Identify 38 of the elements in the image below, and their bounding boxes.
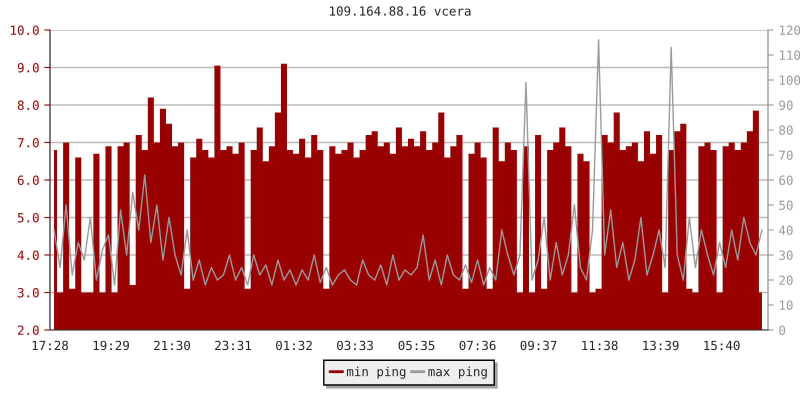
x-tick-label: 13:39 <box>643 340 679 350</box>
x-tick-label: 11:38 <box>582 340 618 350</box>
y-tick-label: 6.0 <box>18 176 39 185</box>
x-tick-label: 03:33 <box>337 340 373 350</box>
y-tick-label: 7.0 <box>18 138 39 148</box>
x-tick-label: 23:31 <box>215 340 251 350</box>
x-tick-label: 09:37 <box>520 340 556 350</box>
y2-tick-label: 80 <box>779 126 793 135</box>
y-tick-label: 10.0 <box>10 26 39 35</box>
y-tick-label: 2.0 <box>18 326 39 335</box>
y2-tick-label: 60 <box>779 176 793 185</box>
y2-tick-label: 100 <box>780 76 800 85</box>
y-tick-label: 4.0 <box>18 250 39 260</box>
y2-tick-label: 20 <box>779 276 793 285</box>
y2-tick-label: 70 <box>779 150 793 160</box>
y2-tick-label: 10 <box>780 300 793 310</box>
y2-tick-label: 30 <box>779 250 793 260</box>
y-tick-label: 5.0 <box>18 213 39 222</box>
legend-label: min ping <box>346 366 406 379</box>
x-tick-label: 19:29 <box>94 340 129 350</box>
y-tick-label: 8.0 <box>18 100 39 110</box>
legend-label: max ping <box>428 366 487 379</box>
y2-tick-label: 120 <box>780 26 800 35</box>
x-tick-label: 01:32 <box>276 340 312 350</box>
x-tick-label: 17:28 <box>32 340 68 350</box>
x-tick-label: 07:36 <box>460 340 496 350</box>
y-tick-label: 9.0 <box>18 63 39 72</box>
x-tick-label: 15:40 <box>704 340 740 350</box>
chart-title: 109.164.88.16 vcera <box>330 6 470 16</box>
y2-tick-label: 90 <box>779 100 793 110</box>
y2-tick-label: 50 <box>779 200 793 210</box>
y-tick-label: 3.0 <box>18 288 39 298</box>
line-series <box>53 39 763 286</box>
y2-tick-label: 40 <box>779 226 793 235</box>
y2-tick-label: 110 <box>780 50 800 60</box>
x-tick-label: 21:30 <box>154 340 190 350</box>
y2-tick-label: 0 <box>779 326 786 335</box>
x-tick-label: 05:35 <box>398 340 434 350</box>
